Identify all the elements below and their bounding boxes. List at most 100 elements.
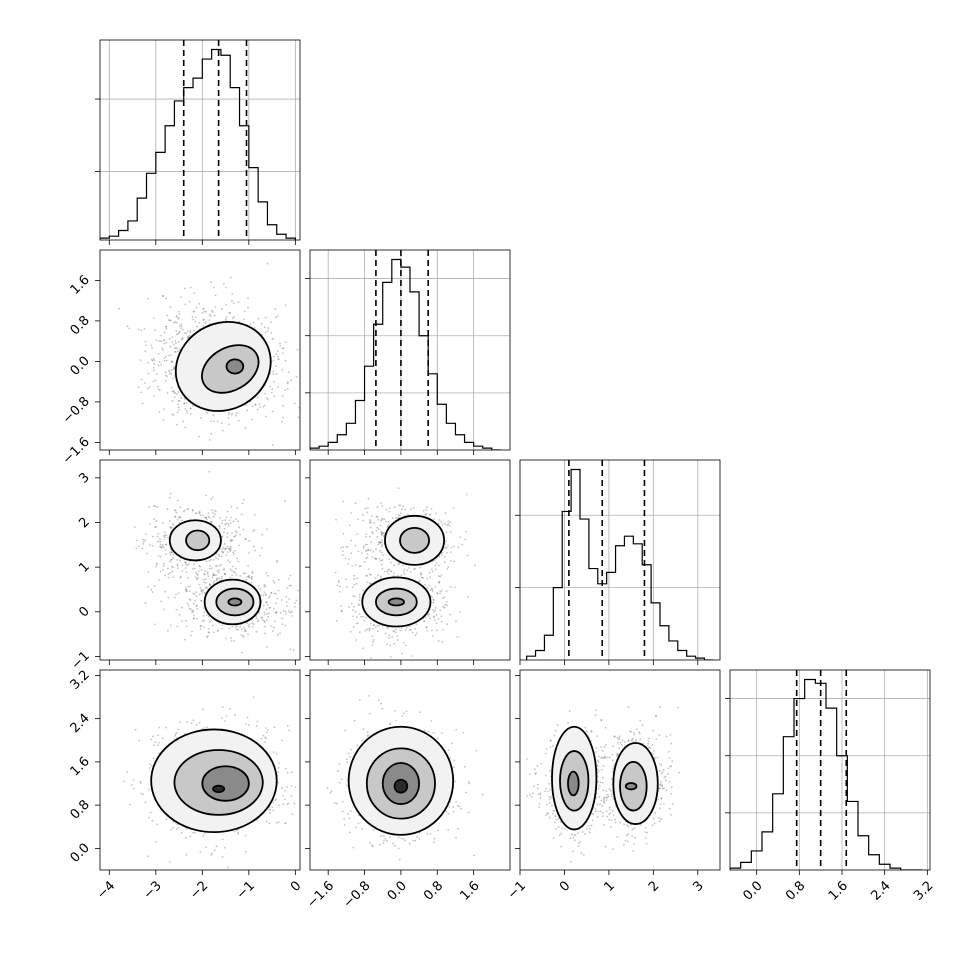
- sample-point: [199, 586, 202, 589]
- sample-point: [228, 547, 231, 550]
- sample-point: [268, 822, 271, 825]
- sample-point: [223, 573, 226, 576]
- sample-point: [247, 624, 250, 627]
- sample-point: [191, 611, 194, 614]
- sample-point: [358, 596, 361, 599]
- sample-point: [396, 574, 399, 577]
- sample-point: [446, 604, 448, 607]
- sample-point: [152, 757, 155, 760]
- sample-point: [192, 610, 195, 612]
- sample-point: [363, 620, 366, 622]
- sample-point: [437, 640, 440, 642]
- sample-point: [148, 385, 151, 388]
- sample-point: [429, 617, 432, 620]
- sample-point: [171, 400, 174, 402]
- sample-point: [144, 350, 147, 353]
- sample-point: [160, 600, 163, 603]
- sample-point: [365, 535, 367, 538]
- sample-point: [192, 831, 194, 834]
- sample-point: [199, 625, 202, 627]
- sample-point: [220, 422, 223, 425]
- sample-point: [163, 534, 166, 537]
- sample-point: [185, 588, 188, 591]
- sample-point: [265, 737, 268, 740]
- sample-point: [154, 840, 157, 843]
- sample-point: [220, 550, 223, 553]
- sample-point: [395, 517, 397, 519]
- sample-point: [237, 520, 240, 523]
- sample-point: [256, 396, 259, 399]
- sample-point: [358, 565, 361, 568]
- sample-point: [264, 316, 267, 319]
- sample-point: [275, 365, 277, 368]
- sample-point: [193, 567, 196, 570]
- sample-point: [188, 590, 191, 593]
- sample-point: [211, 309, 213, 312]
- sample-point: [189, 599, 192, 601]
- sample-point: [201, 620, 204, 622]
- sample-point: [154, 526, 157, 528]
- sample-point: [445, 531, 448, 534]
- sample-point: [210, 432, 213, 435]
- sample-point: [268, 596, 271, 599]
- sample-point: [240, 628, 243, 630]
- sample-point: [176, 563, 179, 566]
- sample-point: [178, 324, 181, 327]
- sample-point: [269, 606, 272, 609]
- sample-point: [218, 569, 220, 572]
- sample-point: [438, 555, 441, 558]
- sample-point: [268, 595, 271, 597]
- sample-point: [388, 510, 391, 513]
- sample-point: [395, 628, 397, 631]
- contour-line: [150, 728, 278, 834]
- sample-point: [156, 535, 159, 538]
- sample-point: [170, 526, 172, 529]
- sample-point: [433, 610, 435, 613]
- sample-point: [369, 541, 372, 544]
- sample-point: [172, 414, 175, 416]
- sample-point: [377, 518, 380, 521]
- sample-point: [209, 618, 212, 621]
- sample-point: [207, 575, 210, 578]
- sample-point: [285, 595, 288, 598]
- sample-point: [182, 420, 185, 423]
- sample-point: [336, 584, 339, 587]
- sample-point: [369, 549, 372, 552]
- sample-point: [295, 599, 298, 602]
- sample-point: [221, 429, 224, 432]
- sample-point: [165, 297, 167, 300]
- sample-point: [317, 371, 319, 373]
- sample-point: [463, 765, 466, 768]
- scatter-p3-vs-p1: [310, 670, 510, 870]
- sample-point: [156, 506, 159, 508]
- sample-point: [212, 574, 215, 576]
- sample-point: [245, 578, 248, 581]
- panel-axes: [99, 249, 301, 451]
- sample-point: [272, 626, 275, 629]
- sample-point: [285, 767, 287, 770]
- sample-point: [358, 593, 361, 596]
- sample-point: [164, 543, 167, 546]
- sample-point: [206, 587, 209, 590]
- sample-point: [201, 590, 204, 592]
- contour-lines: [361, 514, 445, 628]
- sample-point: [244, 628, 247, 631]
- sample-point: [184, 426, 187, 429]
- sample-point: [382, 835, 385, 837]
- sample-point: [365, 574, 368, 577]
- sample-point: [202, 308, 205, 310]
- panel-frame: [519, 459, 721, 661]
- sample-point: [481, 793, 484, 796]
- sample-point: [289, 648, 292, 651]
- sample-point: [216, 564, 218, 567]
- sample-point: [178, 408, 181, 411]
- sample-point: [397, 836, 400, 839]
- sample-point: [441, 523, 444, 526]
- sample-point: [224, 318, 227, 321]
- sample-point: [180, 325, 183, 328]
- panel-frame: [99, 249, 301, 451]
- sample-point: [229, 576, 232, 579]
- sample-point: [437, 581, 440, 583]
- sample-point: [381, 559, 384, 562]
- sample-point: [196, 325, 199, 328]
